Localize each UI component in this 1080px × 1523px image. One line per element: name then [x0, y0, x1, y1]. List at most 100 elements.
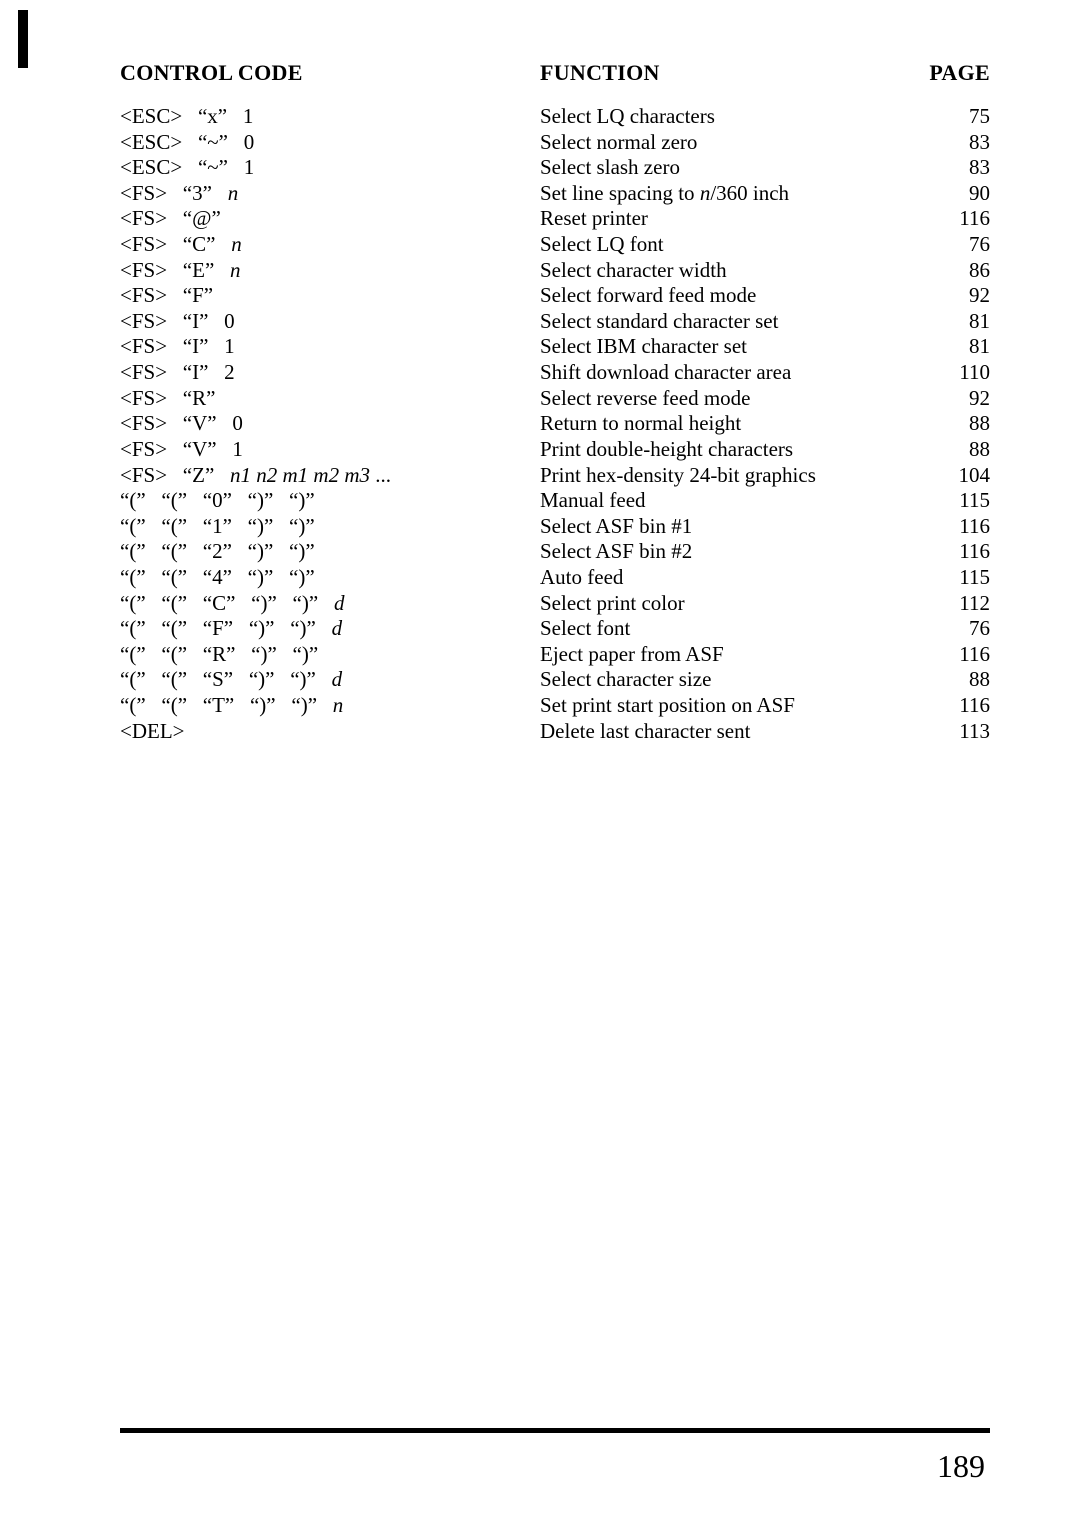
cell-page: 88 [910, 667, 990, 693]
cell-control-code: “(” “(” “T” “)” “)” n [120, 693, 540, 719]
cell-page: 112 [910, 591, 990, 617]
cell-page: 113 [910, 719, 990, 745]
scan-edge-mark [18, 10, 28, 68]
cell-control-code: <FS> “V” 0 [120, 411, 540, 437]
table-row: <FS> “I” 1Select IBM character set81 [120, 334, 990, 360]
cell-function: Auto feed [540, 565, 910, 591]
cell-control-code: <FS> “V” 1 [120, 437, 540, 463]
cell-control-code: <DEL> [120, 719, 540, 745]
page-number: 189 [937, 1448, 985, 1485]
table-row: <FS> “R”Select reverse feed mode92 [120, 386, 990, 412]
cell-page: 116 [910, 514, 990, 540]
table-row: “(” “(” “2” “)” “)”Select ASF bin #2116 [120, 539, 990, 565]
table-row: <FS> “@”Reset printer116 [120, 206, 990, 232]
cell-function: Select font [540, 616, 910, 642]
table-row: <ESC> “~” 1Select slash zero83 [120, 155, 990, 181]
cell-page: 92 [910, 386, 990, 412]
control-code-table: <ESC> “x” 1Select LQ characters75<ESC> “… [120, 104, 990, 744]
cell-page: 83 [910, 155, 990, 181]
cell-page: 90 [910, 181, 990, 207]
footer-rule [120, 1428, 990, 1433]
cell-function: Reset printer [540, 206, 910, 232]
table-row: “(” “(” “S” “)” “)” dSelect character si… [120, 667, 990, 693]
cell-function: Shift download character area [540, 360, 910, 386]
table-row: <DEL>Delete last character sent113 [120, 719, 990, 745]
cell-function: Select ASF bin #2 [540, 539, 910, 565]
cell-control-code: “(” “(” “C” “)” “)” d [120, 591, 540, 617]
cell-page: 116 [910, 642, 990, 668]
cell-function: Select standard character set [540, 309, 910, 335]
cell-function: Manual feed [540, 488, 910, 514]
table-row: <FS> “I” 2Shift download character area1… [120, 360, 990, 386]
cell-control-code: “(” “(” “S” “)” “)” d [120, 667, 540, 693]
cell-function: Set line spacing to n/360 inch [540, 181, 910, 207]
table-row: <FS> “V” 1Print double-height characters… [120, 437, 990, 463]
cell-control-code: “(” “(” “R” “)” “)” [120, 642, 540, 668]
table-row: <FS> “C” nSelect LQ font76 [120, 232, 990, 258]
table-row: <FS> “Z” n1 n2 m1 m2 m3 ...Print hex-den… [120, 463, 990, 489]
cell-function: Select normal zero [540, 130, 910, 156]
cell-control-code: <ESC> “~” 1 [120, 155, 540, 181]
header-control-code: CONTROL CODE [120, 60, 540, 86]
cell-page: 76 [910, 616, 990, 642]
cell-page: 115 [910, 565, 990, 591]
cell-page: 88 [910, 411, 990, 437]
table-header-row: CONTROL CODE FUNCTION PAGE [120, 60, 990, 86]
cell-function: Select character size [540, 667, 910, 693]
cell-function: Print hex-density 24-bit graphics [540, 463, 910, 489]
cell-control-code: <FS> “I” 1 [120, 334, 540, 360]
cell-function: Select LQ characters [540, 104, 910, 130]
cell-page: 116 [910, 206, 990, 232]
table-row: <FS> “V” 0Return to normal height88 [120, 411, 990, 437]
cell-function: Select LQ font [540, 232, 910, 258]
table-row: <ESC> “~” 0Select normal zero83 [120, 130, 990, 156]
cell-control-code: <FS> “@” [120, 206, 540, 232]
table-row: <FS> “I” 0Select standard character set8… [120, 309, 990, 335]
cell-page: 110 [910, 360, 990, 386]
cell-function: Select forward feed mode [540, 283, 910, 309]
cell-page: 75 [910, 104, 990, 130]
cell-function: Print double-height characters [540, 437, 910, 463]
cell-control-code: “(” “(” “2” “)” “)” [120, 539, 540, 565]
cell-control-code: <ESC> “x” 1 [120, 104, 540, 130]
table-row: “(” “(” “0” “)” “)”Manual feed115 [120, 488, 990, 514]
cell-control-code: <FS> “Z” n1 n2 m1 m2 m3 ... [120, 463, 540, 489]
cell-page: 116 [910, 539, 990, 565]
cell-control-code: “(” “(” “0” “)” “)” [120, 488, 540, 514]
cell-control-code: “(” “(” “F” “)” “)” d [120, 616, 540, 642]
cell-control-code: <FS> “C” n [120, 232, 540, 258]
header-page: PAGE [910, 60, 990, 86]
cell-function: Select character width [540, 258, 910, 284]
table-row: <ESC> “x” 1Select LQ characters75 [120, 104, 990, 130]
cell-function: Eject paper from ASF [540, 642, 910, 668]
table-row: “(” “(” “F” “)” “)” dSelect font76 [120, 616, 990, 642]
cell-function: Select reverse feed mode [540, 386, 910, 412]
table-row: <FS> “3” nSet line spacing to n/360 inch… [120, 181, 990, 207]
table-row: “(” “(” “R” “)” “)”Eject paper from ASF1… [120, 642, 990, 668]
table-row: <FS> “E” nSelect character width86 [120, 258, 990, 284]
cell-page: 76 [910, 232, 990, 258]
cell-control-code: <FS> “R” [120, 386, 540, 412]
cell-control-code: <FS> “E” n [120, 258, 540, 284]
table-row: “(” “(” “4” “)” “)”Auto feed115 [120, 565, 990, 591]
cell-page: 115 [910, 488, 990, 514]
cell-control-code: “(” “(” “4” “)” “)” [120, 565, 540, 591]
cell-page: 81 [910, 309, 990, 335]
table-row: “(” “(” “C” “)” “)” dSelect print color1… [120, 591, 990, 617]
cell-page: 104 [910, 463, 990, 489]
cell-function: Set print start position on ASF [540, 693, 910, 719]
cell-control-code: “(” “(” “1” “)” “)” [120, 514, 540, 540]
cell-page: 92 [910, 283, 990, 309]
cell-page: 81 [910, 334, 990, 360]
cell-page: 88 [910, 437, 990, 463]
cell-function: Return to normal height [540, 411, 910, 437]
cell-function: Select slash zero [540, 155, 910, 181]
cell-control-code: <FS> “F” [120, 283, 540, 309]
table-row: <FS> “F”Select forward feed mode92 [120, 283, 990, 309]
cell-control-code: <FS> “3” n [120, 181, 540, 207]
cell-control-code: <FS> “I” 2 [120, 360, 540, 386]
cell-function: Select ASF bin #1 [540, 514, 910, 540]
cell-page: 86 [910, 258, 990, 284]
cell-function: Select print color [540, 591, 910, 617]
header-function: FUNCTION [540, 60, 910, 86]
